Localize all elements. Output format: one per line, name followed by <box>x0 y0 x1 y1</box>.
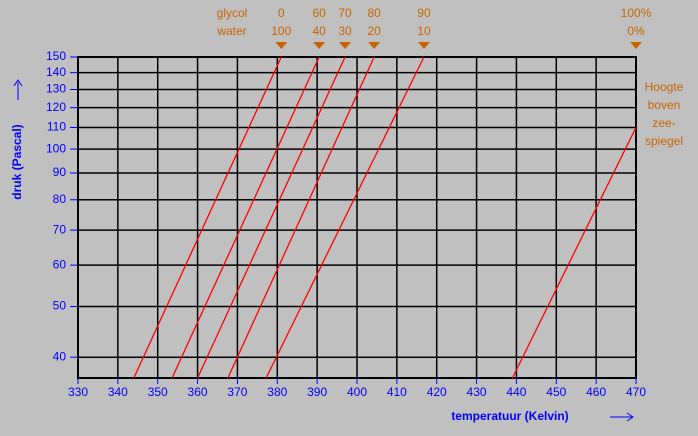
water-label: 10 <box>417 24 431 38</box>
y-tick-label: 90 <box>53 165 67 179</box>
x-tick-label: 470 <box>626 385 646 399</box>
annotation: spiegel <box>645 134 683 148</box>
y-tick-label: 40 <box>53 349 67 363</box>
line <box>196 56 346 379</box>
x-tick-label: 460 <box>586 385 606 399</box>
x-tick-label: 440 <box>506 385 526 399</box>
water-label: 20 <box>367 24 381 38</box>
water-label: 30 <box>338 24 352 38</box>
y-tick-label: 150 <box>46 49 66 63</box>
x-tick-label: 400 <box>347 385 367 399</box>
marker <box>368 42 381 49</box>
line <box>265 56 425 379</box>
line <box>511 127 637 379</box>
marker <box>630 42 642 49</box>
header-water: water <box>216 24 246 38</box>
x-axis-label: temperatuur (Kelvin) <box>451 409 568 423</box>
x-tick-label: 380 <box>267 385 287 399</box>
marker <box>417 42 430 49</box>
water-label: 0% <box>627 24 645 38</box>
y-axis-label: druk (Pascal) <box>10 124 24 199</box>
glycol-label: 80 <box>367 6 381 20</box>
glycol-label: 0 <box>278 6 285 20</box>
marker <box>275 42 288 49</box>
x-tick-label: 430 <box>467 385 487 399</box>
y-tick-label: 140 <box>46 65 66 79</box>
annotation: boven <box>648 98 681 112</box>
y-tick-label: 80 <box>53 192 67 206</box>
y-tick-label: 100 <box>46 141 66 155</box>
marker <box>339 42 352 49</box>
header-glycol: glycol <box>217 6 248 20</box>
marker <box>313 42 326 49</box>
x-arrow-head <box>626 412 634 422</box>
y-tick-label: 50 <box>53 299 67 313</box>
y-tick-label: 70 <box>53 222 67 236</box>
x-tick-label: 350 <box>148 385 168 399</box>
x-tick-label: 370 <box>227 385 247 399</box>
line <box>227 56 375 379</box>
x-tick-label: 330 <box>68 385 88 399</box>
x-tick-label: 420 <box>427 385 447 399</box>
water-label: 100 <box>271 24 291 38</box>
water-label: 40 <box>312 24 326 38</box>
line <box>171 56 320 379</box>
annotation: zee- <box>652 116 675 130</box>
line <box>133 56 282 379</box>
annotation: Hoogte <box>645 80 684 94</box>
x-tick-label: 340 <box>108 385 128 399</box>
x-tick-label: 410 <box>387 385 407 399</box>
glycol-label: 100% <box>621 6 652 20</box>
x-tick-label: 390 <box>307 385 327 399</box>
y-tick-label: 60 <box>53 257 67 271</box>
y-tick-label: 120 <box>46 100 66 114</box>
glycol-label: 60 <box>312 6 326 20</box>
x-tick-label: 450 <box>546 385 566 399</box>
y-tick-label: 130 <box>46 82 66 96</box>
x-tick-label: 360 <box>188 385 208 399</box>
y-tick-label: 110 <box>47 120 66 134</box>
glycol-label: 90 <box>417 6 431 20</box>
y-arrow-head <box>13 79 23 87</box>
glycol-label: 70 <box>338 6 352 20</box>
